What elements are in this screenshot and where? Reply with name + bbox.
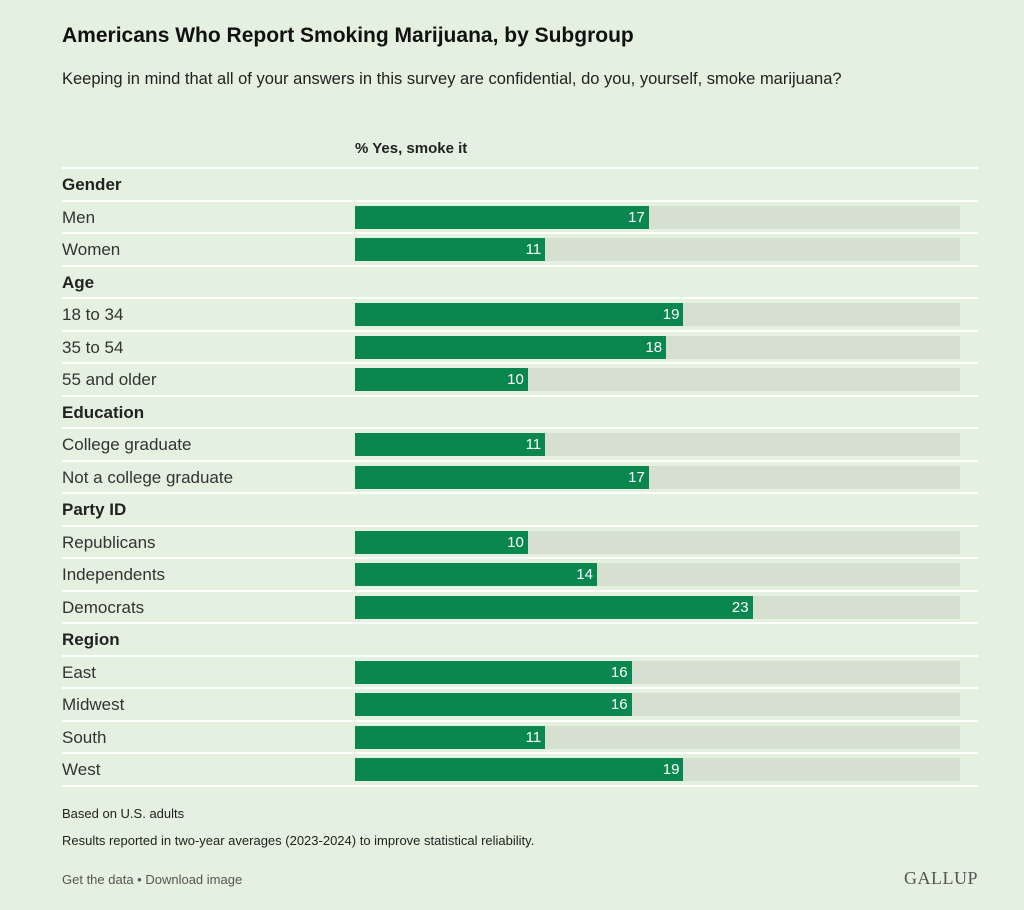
bar-track: 11 xyxy=(355,725,960,749)
bar-row: South 11 xyxy=(62,722,978,754)
group-label: Education xyxy=(62,402,145,422)
bar-row: 18 to 34 19 xyxy=(62,299,978,332)
bar-row: Men 17 xyxy=(62,202,978,234)
bar-row: Women 11 xyxy=(62,234,978,267)
download-image-link[interactable]: Download image xyxy=(145,872,243,887)
group-header: Region xyxy=(62,624,978,657)
category-label: Independents xyxy=(62,565,166,584)
category-label: South xyxy=(62,727,107,747)
bar-row: Not a college graduate 17 xyxy=(62,462,978,494)
data-label: 19 xyxy=(662,761,680,778)
bar-row: Republicans 10 xyxy=(62,527,978,559)
group-header: Age xyxy=(62,267,978,299)
bar: 19 xyxy=(355,303,684,326)
bar-rows: Gender Men 17 Women 11 Age 18 to 34 19 35 to … xyxy=(62,167,978,787)
bar-track: 16 xyxy=(355,693,960,716)
bar-row: Midwest 16 xyxy=(62,689,978,722)
category-label: 35 to 54 xyxy=(62,337,124,357)
bar: 16 xyxy=(355,693,632,716)
data-label: 11 xyxy=(525,728,542,746)
separator: • xyxy=(133,872,146,887)
data-label: 11 xyxy=(525,241,542,258)
bar: 18 xyxy=(355,335,667,359)
bar: 11 xyxy=(355,725,546,749)
category-label: West xyxy=(62,760,101,779)
group-label: Region xyxy=(62,630,120,649)
bar-row: Democrats 23 xyxy=(62,592,978,624)
bar-track: 16 xyxy=(355,660,960,684)
data-label: 17 xyxy=(628,468,645,486)
bar: 11 xyxy=(355,433,546,456)
data-label: 18 xyxy=(645,338,663,356)
bar-track: 18 xyxy=(355,335,960,359)
group-header: Education xyxy=(62,397,978,429)
chart-title: Americans Who Report Smoking Marijuana, … xyxy=(62,24,634,47)
bar-row: East 16 xyxy=(62,657,978,689)
note-base: Based on U.S. adults xyxy=(62,806,185,821)
category-label: Men xyxy=(62,207,96,227)
category-label: 55 and older xyxy=(62,370,157,389)
bar-row: 55 and older 10 xyxy=(62,364,978,397)
footer-links: Get the data • Download image xyxy=(62,872,242,887)
bar-row: 35 to 54 18 xyxy=(62,332,978,364)
bar: 14 xyxy=(355,563,597,586)
bar-row: West 19 xyxy=(62,754,978,787)
category-label: East xyxy=(62,662,97,682)
bar: 17 xyxy=(355,465,649,489)
bar: 16 xyxy=(355,660,632,684)
group-header: Gender xyxy=(62,169,978,202)
column-header: % Yes, smoke it xyxy=(355,140,468,157)
bar-row: Independents 14 xyxy=(62,559,978,592)
bar: 10 xyxy=(355,530,528,554)
gallup-logo: GALLUP xyxy=(904,868,978,888)
data-label: 19 xyxy=(662,306,680,323)
bar: 11 xyxy=(355,238,546,261)
category-label: Not a college graduate xyxy=(62,467,234,487)
data-label: 10 xyxy=(507,371,524,388)
bar-track: 19 xyxy=(355,303,960,326)
bar-track: 17 xyxy=(355,465,960,489)
category-label: Republicans xyxy=(62,532,156,552)
bar: 17 xyxy=(355,205,649,229)
bar: 10 xyxy=(355,368,528,391)
bar: 19 xyxy=(355,758,684,781)
category-label: 18 to 34 xyxy=(62,305,124,324)
bar-track: 17 xyxy=(355,205,960,229)
data-label: 14 xyxy=(576,566,593,583)
group-label: Age xyxy=(62,272,95,292)
bar-track: 14 xyxy=(355,563,960,586)
bar-track: 11 xyxy=(355,433,960,456)
group-label: Gender xyxy=(62,175,122,194)
note-averages: Results reported in two-year averages (2… xyxy=(62,833,535,848)
data-label: 23 xyxy=(731,598,749,616)
bar-track: 10 xyxy=(355,530,960,554)
category-label: Democrats xyxy=(62,597,145,617)
group-header: Party ID xyxy=(62,494,978,527)
group-label: Party ID xyxy=(62,500,127,519)
data-label: 17 xyxy=(628,208,645,226)
category-label: College graduate xyxy=(62,435,192,454)
bar: 23 xyxy=(355,595,753,619)
get-data-link[interactable]: Get the data xyxy=(62,872,134,887)
data-label: 16 xyxy=(610,696,628,713)
bar-track: 11 xyxy=(355,238,960,261)
data-label: 10 xyxy=(507,533,524,551)
category-label: Midwest xyxy=(62,695,125,714)
bar-track: 19 xyxy=(355,758,960,781)
bar-track: 23 xyxy=(355,595,960,619)
bar-row: College graduate 11 xyxy=(62,429,978,462)
data-label: 16 xyxy=(610,663,628,681)
data-label: 11 xyxy=(525,436,542,453)
bar-track: 10 xyxy=(355,368,960,391)
chart-subtitle: Keeping in mind that all of your answers… xyxy=(62,70,842,88)
category-label: Women xyxy=(62,240,121,259)
